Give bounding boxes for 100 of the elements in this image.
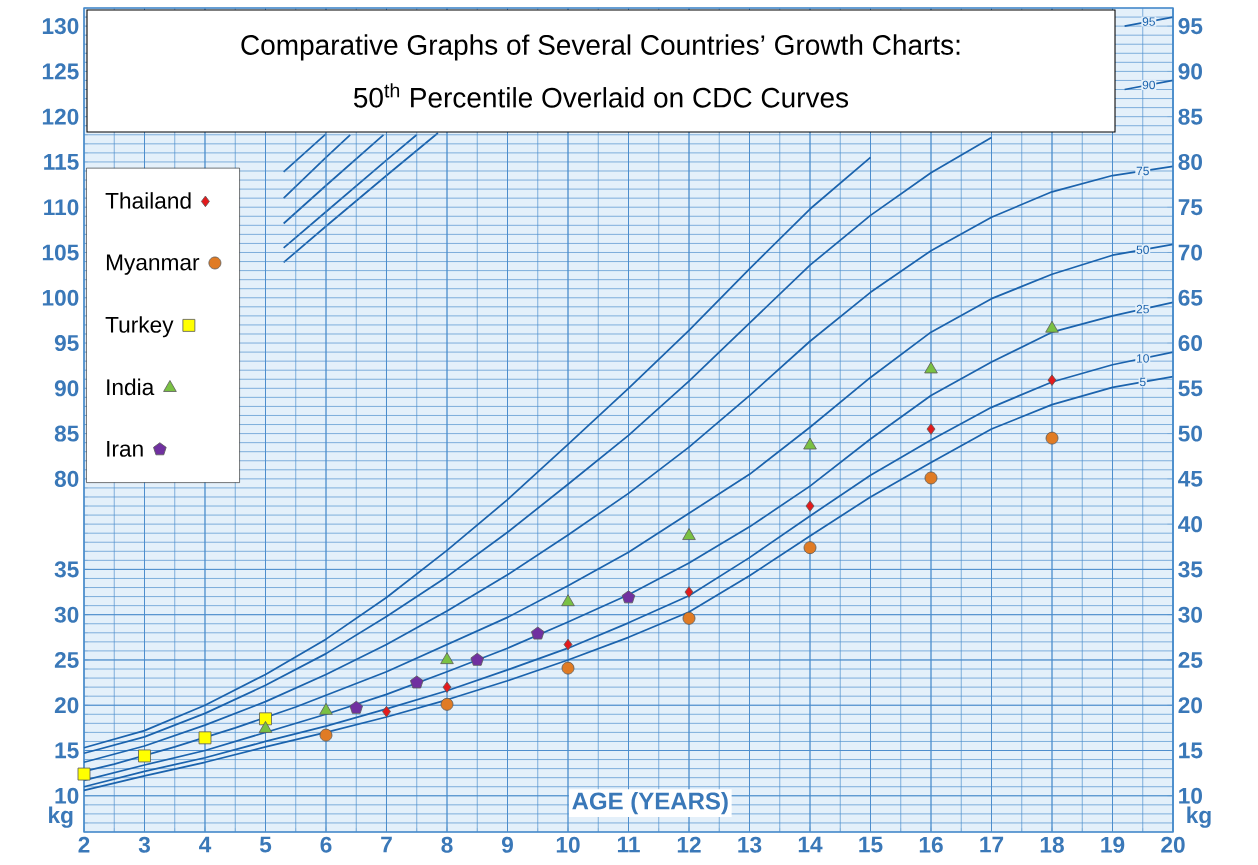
x-tick-label: 14: [798, 836, 823, 853]
series-label: 5: [1139, 377, 1146, 387]
point: [803, 437, 817, 450]
point: [561, 594, 575, 607]
x-tick-label: 5: [259, 836, 272, 853]
legend-label: India: [107, 378, 155, 396]
x-tick-label: 19: [1101, 836, 1125, 853]
y2-tick-label: 80: [1178, 153, 1202, 170]
point: [682, 528, 696, 540]
point: [410, 675, 424, 689]
point: [1045, 431, 1059, 445]
x-tick-label: 18: [1040, 836, 1064, 853]
point: [563, 638, 573, 651]
y-tick-label: 30: [54, 606, 79, 623]
point: [924, 361, 938, 374]
y2-tick-label: 90: [1178, 63, 1202, 80]
y2-tick-label: 85: [1178, 108, 1203, 125]
x-tick-label: 11: [617, 836, 640, 853]
legend-label: Turkey: [105, 316, 174, 338]
y2-tick-label: 95: [1178, 18, 1203, 35]
point: [258, 721, 273, 733]
y2-tick-label: 50: [1178, 425, 1202, 442]
y3-tick-label: 105: [42, 244, 79, 261]
y3-tick-label: 95: [54, 335, 79, 352]
x-tick-label: 20: [1161, 836, 1185, 853]
y3-tick-label: 90: [54, 380, 79, 397]
y-tick-label: 10: [55, 787, 79, 804]
line-series: [282, 133, 418, 249]
x-tick-label: 8: [441, 836, 453, 853]
y-tick-label: 15: [55, 742, 79, 759]
x-tick-label: 6: [320, 836, 332, 853]
x-tick-label: 2: [78, 836, 90, 853]
series-label: 75: [1136, 166, 1149, 176]
y3-tick-label: 120: [42, 108, 79, 125]
series-label: 90: [1142, 80, 1156, 90]
x-tick-label: 7: [381, 836, 392, 853]
legend-label: Myanmar: [106, 254, 200, 275]
series-label: 50: [1136, 245, 1149, 255]
y2-tick-label: 70: [1178, 244, 1202, 261]
point: [198, 731, 212, 745]
legend-label: Iran: [107, 441, 143, 457]
x-tick-label: 10: [556, 836, 580, 853]
series-label: 95: [1142, 17, 1155, 26]
point: [1045, 320, 1059, 333]
point: [684, 586, 694, 598]
y2-tick-label: 40: [1178, 516, 1202, 533]
point: [803, 541, 817, 555]
y2-tick-label: 65: [1178, 289, 1203, 306]
y3-tick-label: 85: [54, 425, 79, 442]
point: [77, 767, 91, 781]
y-tick-label: 20: [54, 697, 79, 714]
point: [621, 590, 636, 604]
point: [805, 500, 815, 512]
x-tick-label: 15: [859, 836, 883, 853]
y2-tick-label: 30: [1178, 606, 1202, 623]
x-tick-label: 9: [501, 836, 513, 853]
series-label: 25: [1136, 304, 1149, 314]
point: [138, 749, 151, 763]
point: [561, 661, 575, 675]
point: [259, 712, 272, 726]
y2-tick-label: 45: [1178, 470, 1203, 487]
point: [924, 471, 938, 485]
series-label: 10: [1137, 354, 1149, 363]
point: [349, 700, 363, 714]
y2-axis-title: kg: [1187, 806, 1211, 828]
point: [319, 728, 333, 742]
line-series: [282, 132, 439, 264]
y2-tick-label: 55: [1178, 380, 1203, 397]
y-tick-label: 35: [54, 561, 79, 578]
point: [682, 611, 696, 625]
y3-tick-label: 100: [42, 289, 79, 306]
x-tick-label: 12: [677, 836, 701, 853]
x-tick-label: 17: [980, 836, 1004, 853]
y-tick-label: 25: [54, 651, 79, 668]
point: [1047, 374, 1057, 386]
y3-tick-label: 115: [44, 154, 79, 170]
point: [319, 702, 333, 715]
y2-tick-label: 10: [1179, 787, 1202, 804]
point: [442, 681, 452, 693]
y2-tick-label: 60: [1178, 335, 1202, 352]
point: [926, 423, 936, 435]
point: [440, 697, 454, 711]
text: Comparative Graphs of Several Countries’ Growth Charts:: [241, 34, 960, 61]
text: 50$^{th}$ Percentile Overlaid on CDC Curves: [353, 83, 849, 108]
y3-tick-label: 80: [54, 470, 79, 487]
x-axis-title: AGE (YEARS): [572, 791, 728, 815]
y2-tick-label: 35: [1178, 561, 1203, 578]
y3-tick-label: 130: [42, 18, 79, 35]
x-tick-label: 13: [738, 836, 762, 853]
x-tick-label: 3: [138, 836, 150, 853]
y-axis-title: kg: [49, 806, 73, 828]
legend-label: Thailand: [105, 192, 191, 209]
y2-tick-label: 20: [1178, 697, 1202, 714]
y3-tick-label: 110: [44, 199, 79, 216]
x-tick-label: 4: [199, 836, 212, 853]
y2-tick-label: 15: [1179, 742, 1203, 759]
point: [470, 652, 484, 666]
point: [531, 626, 545, 640]
y2-tick-label: 25: [1178, 651, 1203, 668]
y2-tick-label: 75: [1178, 199, 1203, 216]
